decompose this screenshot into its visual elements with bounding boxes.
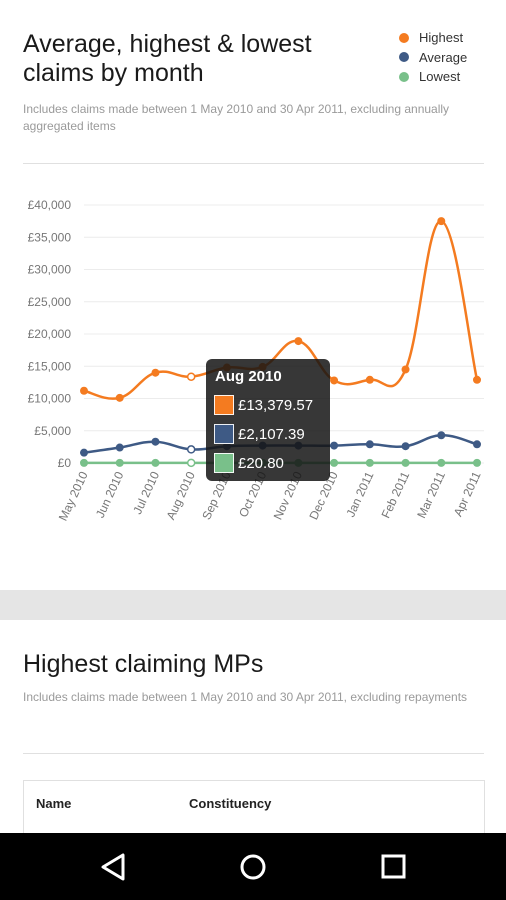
data-point-average: [330, 441, 339, 450]
table-header-name[interactable]: Name: [36, 796, 72, 811]
tooltip-title: Aug 2010: [215, 368, 282, 385]
data-point-highest: [186, 372, 196, 381]
x-tick-label: May 2010: [56, 469, 91, 523]
data-point-average: [473, 440, 481, 449]
divider: [23, 753, 484, 754]
x-tick-label: Mar 2011: [414, 469, 448, 520]
data-point-highest: [401, 365, 410, 374]
data-point-lowest: [401, 458, 410, 467]
x-tick-label: Aug 2010: [163, 469, 198, 522]
line-chart[interactable]: £0 £5,000 £10,000 £15,000 £20,000 £25,000 £30,…: [0, 0, 506, 590]
claims-by-month-card: Average, highest & lowest claims by mont…: [0, 0, 506, 590]
y-tick-label: £40,000: [28, 198, 72, 212]
data-point-average: [437, 431, 446, 440]
data-point-average: [115, 443, 124, 452]
data-point-lowest: [365, 458, 374, 467]
tooltip-value-highest: £13,379.57: [238, 396, 314, 414]
chart-title: Average, highest & lowest claims by mont…: [23, 30, 312, 87]
legend-dot-lowest: [399, 71, 409, 82]
y-tick-label: £5,000: [34, 424, 71, 438]
x-tick-label: Jul 2010: [130, 469, 162, 516]
data-point-highest: [151, 368, 160, 377]
data-point-lowest: [151, 458, 160, 467]
data-point-average: [80, 448, 88, 457]
legend-label-average: Average: [419, 49, 468, 65]
data-point-average: [365, 440, 374, 449]
legend-item-average[interactable]: Average: [399, 48, 467, 68]
legend-dot-highest: [399, 32, 409, 43]
data-point-highest: [294, 337, 303, 346]
chart-tooltip: Aug 2010 £13,379.57 £2,107.39 £20.80: [206, 359, 330, 481]
legend-label-lowest: Lowest: [419, 69, 461, 85]
y-tick-label: £35,000: [28, 230, 72, 244]
data-point-highest: [115, 393, 124, 402]
x-tick-label: Feb 2011: [379, 469, 413, 520]
legend-label-highest: Highest: [419, 30, 464, 46]
data-point-highest: [330, 376, 339, 385]
legend-dot-average: [399, 52, 409, 63]
data-point-lowest: [330, 458, 339, 467]
data-point-highest: [365, 375, 374, 384]
home-icon[interactable]: [240, 854, 266, 880]
data-point-highest: [437, 217, 446, 226]
data-point-average: [186, 445, 196, 454]
tooltip-row-average: £2,107.39: [214, 424, 305, 444]
y-tick-label: £30,000: [28, 263, 72, 277]
recents-icon[interactable]: [381, 854, 406, 879]
legend-item-highest[interactable]: Highest: [399, 28, 467, 48]
data-point-lowest: [473, 458, 481, 467]
section-subtitle-highest-mps: Includes claims made between 1 May 2010 …: [23, 690, 468, 704]
tooltip-value-average: £2,107.39: [238, 425, 305, 443]
back-icon[interactable]: [101, 853, 125, 881]
y-tick-label: £25,000: [28, 295, 72, 309]
data-point-highest: [473, 375, 481, 384]
data-point-lowest: [115, 458, 124, 467]
legend-item-lowest[interactable]: Lowest: [399, 67, 467, 87]
chart-subtitle: Includes claims made between 1 May 2010 …: [23, 102, 450, 133]
tooltip-row-lowest: £20.80: [214, 453, 284, 473]
table-header-constituency[interactable]: Constituency: [189, 796, 272, 811]
mps-table: Name Constituency: [23, 780, 485, 841]
data-point-average: [151, 437, 160, 446]
x-tick-label: Apr 2011: [451, 469, 484, 519]
data-point-lowest: [186, 458, 196, 468]
data-point-lowest: [437, 458, 446, 467]
x-tick-label: Jun 2010: [93, 469, 127, 520]
tooltip-swatch-average: [214, 424, 234, 444]
y-tick-label: £0: [58, 456, 72, 470]
section-separator: [0, 590, 506, 620]
tooltip-row-highest: £13,379.57: [214, 395, 313, 415]
y-tick-label: £15,000: [28, 359, 72, 373]
y-tick-label: £10,000: [28, 392, 72, 406]
data-point-average: [401, 442, 410, 451]
data-point-lowest: [80, 458, 88, 467]
tooltip-value-lowest: £20.80: [238, 454, 284, 472]
chart-legend: Highest Average Lowest: [399, 28, 467, 87]
x-tick-label: Jan 2011: [343, 469, 376, 519]
android-nav-bar: [0, 833, 506, 900]
divider: [23, 163, 484, 164]
tooltip-swatch-lowest: [214, 453, 234, 473]
data-point-highest: [80, 386, 88, 395]
section-title-highest-mps: Highest claiming MPs: [23, 650, 264, 678]
y-tick-label: £20,000: [28, 327, 72, 341]
tooltip-swatch-highest: [214, 395, 234, 415]
